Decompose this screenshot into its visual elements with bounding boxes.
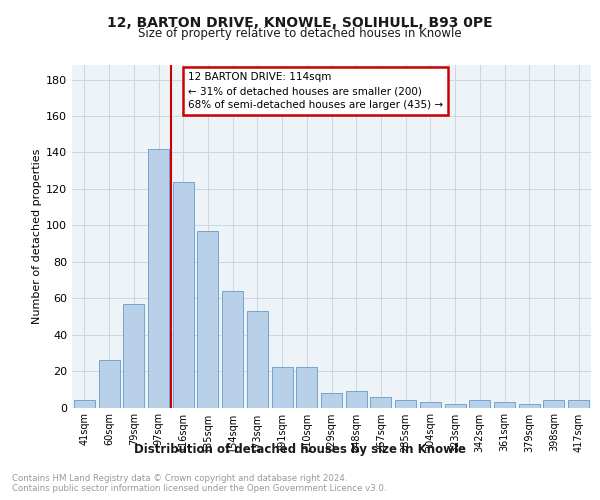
Text: Size of property relative to detached houses in Knowle: Size of property relative to detached ho… [138,28,462,40]
Bar [74,400,95,407]
Text: Distribution of detached houses by size in Knowle: Distribution of detached houses by size … [134,444,466,456]
Bar [519,404,540,407]
Bar [98,360,119,408]
Bar [197,231,218,408]
Bar [123,304,144,408]
Bar [148,149,169,407]
Bar [568,400,589,407]
Bar [296,368,317,408]
Bar [469,400,490,407]
Bar [420,402,441,407]
Bar [346,391,367,407]
Bar [445,404,466,407]
Bar [222,291,243,408]
Bar [370,396,391,407]
Bar [272,368,293,408]
Text: 12, BARTON DRIVE, KNOWLE, SOLIHULL, B93 0PE: 12, BARTON DRIVE, KNOWLE, SOLIHULL, B93 … [107,16,493,30]
Bar [544,400,565,407]
Bar [173,182,194,408]
Text: Contains HM Land Registry data © Crown copyright and database right 2024.
Contai: Contains HM Land Registry data © Crown c… [12,474,386,494]
Bar [395,400,416,407]
Bar [247,311,268,408]
Bar [321,393,342,407]
Text: 12 BARTON DRIVE: 114sqm
← 31% of detached houses are smaller (200)
68% of semi-d: 12 BARTON DRIVE: 114sqm ← 31% of detache… [188,72,443,110]
Bar [494,402,515,407]
Y-axis label: Number of detached properties: Number of detached properties [32,148,42,324]
